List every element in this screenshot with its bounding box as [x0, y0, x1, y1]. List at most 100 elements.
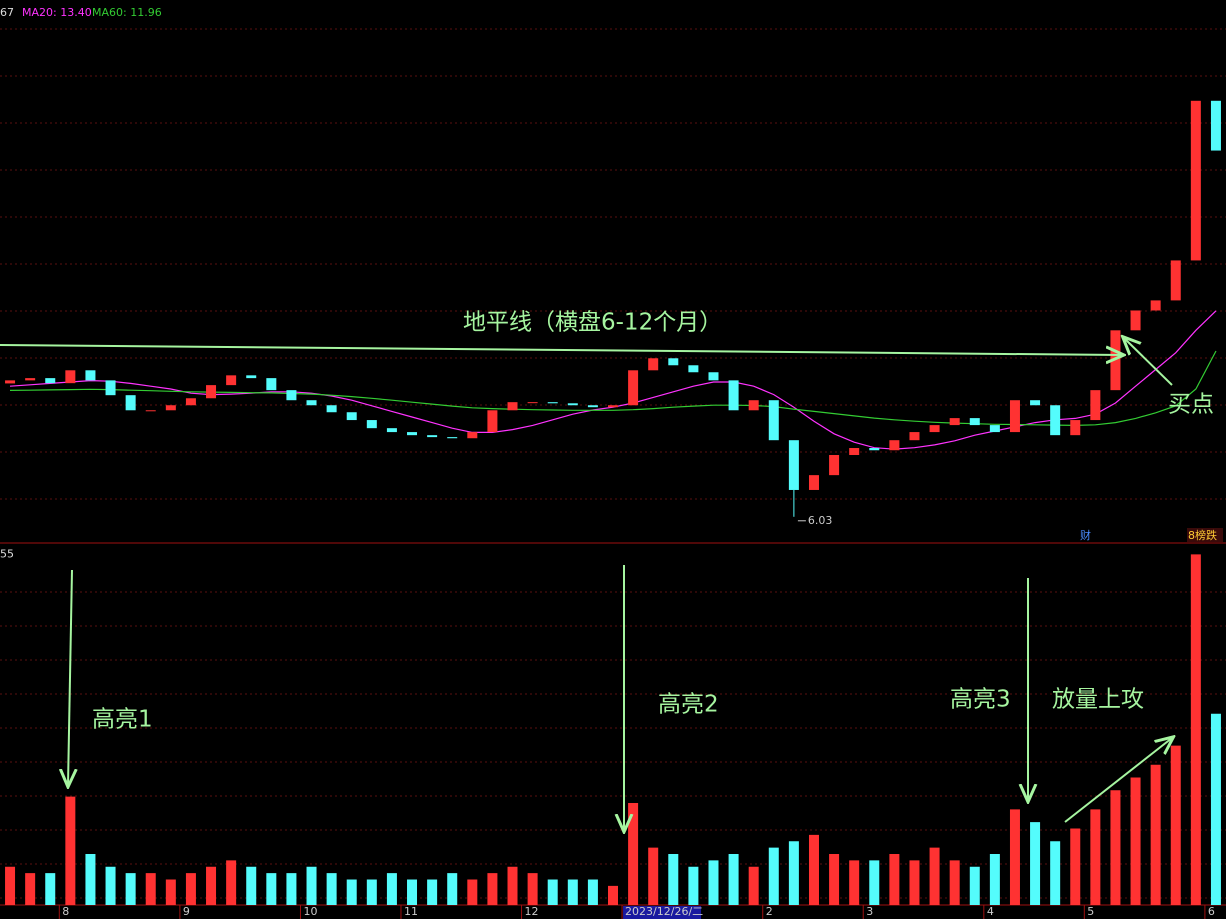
volume-bar: [587, 879, 598, 905]
candle: [85, 370, 96, 381]
highlight-label: 高亮3: [950, 687, 1011, 713]
horizon-label: 地平线（横盘6-12个月）: [463, 310, 722, 336]
candle: [688, 365, 699, 373]
volume-bar: [768, 847, 779, 905]
candle: [628, 370, 639, 406]
volume-bar: [688, 866, 699, 905]
candle: [869, 448, 880, 451]
candle: [949, 418, 960, 426]
volume-bar: [1110, 790, 1121, 905]
volume-bar: [165, 879, 176, 905]
volume-bar: [1050, 841, 1061, 905]
volume-bar: [1150, 764, 1161, 905]
highlight-label: 高亮2: [658, 692, 719, 718]
volume-bar: [145, 873, 156, 905]
buy-arrow: [1124, 338, 1173, 386]
candle: [45, 378, 56, 384]
candle: [1210, 100, 1221, 151]
candle: [407, 432, 418, 436]
candle: [346, 412, 357, 421]
marks: 8 9 10 11 12 2023/12/26/二 2 6.03 3 4 5 6 55: [0, 100, 1221, 919]
highlight-arrow: [68, 569, 72, 785]
x-tick-label: 2023/12/26/二: [625, 905, 703, 918]
candle: [145, 410, 156, 412]
volume-bar: [65, 796, 76, 905]
volume-bar: [1030, 822, 1041, 905]
candle: [567, 403, 578, 406]
volume-bar: [185, 873, 196, 905]
candle: [808, 475, 819, 490]
candle: [1170, 260, 1181, 301]
volume-bar: [628, 803, 639, 905]
volume-bar: [1210, 713, 1221, 905]
volume-bar: [105, 866, 116, 905]
x-tick-label: 8: [62, 905, 69, 918]
candle: [65, 370, 76, 384]
volume-bar: [1190, 554, 1201, 905]
candle: [1150, 300, 1161, 311]
candle: [1070, 420, 1081, 436]
candle: [668, 358, 679, 366]
legend-ma60: MA60: 11.96: [92, 6, 162, 19]
candle: [547, 402, 558, 404]
candle: [487, 410, 498, 433]
volume-bar: [849, 860, 860, 905]
candle: [989, 425, 1000, 433]
volume-bar: [1090, 809, 1101, 905]
volume-bar: [25, 873, 36, 905]
volume-bar: [125, 873, 136, 905]
candle: [788, 440, 799, 490]
candle: [527, 402, 538, 404]
horizon-line: [0, 344, 1122, 355]
candle: [165, 405, 176, 411]
volume-bar: [648, 847, 659, 905]
candle: [306, 400, 317, 406]
volume-bar: [5, 866, 16, 905]
volume-bar: [567, 879, 578, 905]
candle: [648, 358, 659, 371]
volume-bar: [487, 873, 498, 905]
volume-bar: [45, 873, 56, 905]
volume-bar: [346, 879, 357, 905]
volume-bar: [788, 841, 799, 905]
candle: [226, 375, 237, 386]
buy-label: 买点: [1168, 392, 1214, 418]
candle: [125, 395, 136, 411]
candle: [587, 405, 598, 408]
candle: [467, 432, 478, 439]
candle: [1050, 405, 1061, 436]
candle: [366, 420, 377, 429]
volume-bar: [326, 873, 337, 905]
volume-bar: [728, 854, 739, 905]
candle: [427, 435, 438, 438]
volume-bar: [608, 885, 618, 905]
candle: [185, 398, 196, 406]
volume-bar: [407, 879, 418, 905]
legend-ma20: MA20: 13.40: [22, 6, 92, 19]
volume-bar: [708, 860, 719, 905]
volume-bar: [85, 854, 96, 905]
volume-bar: [547, 879, 558, 905]
highlight-label: 高亮1: [92, 707, 153, 733]
candle: [326, 405, 337, 413]
volume-bar: [386, 873, 397, 905]
volume-bar: [949, 860, 960, 905]
volume-bar: [1130, 777, 1141, 905]
candle: [728, 380, 739, 411]
candle: [929, 425, 940, 433]
x-tick-label: 5: [1087, 905, 1094, 918]
volume-bar: [1009, 809, 1020, 905]
candle: [105, 380, 116, 396]
y-tick-label: 55: [0, 547, 14, 560]
volume-bar: [306, 866, 317, 905]
x-tick-label: 6: [1208, 905, 1215, 918]
volume-bar: [869, 860, 880, 905]
candle: [1110, 330, 1121, 391]
candle: [266, 378, 277, 391]
x-tick-label: 4: [987, 905, 994, 918]
volume-bar: [808, 834, 819, 905]
candle: [25, 378, 36, 381]
low-label: 6.03: [808, 514, 833, 527]
